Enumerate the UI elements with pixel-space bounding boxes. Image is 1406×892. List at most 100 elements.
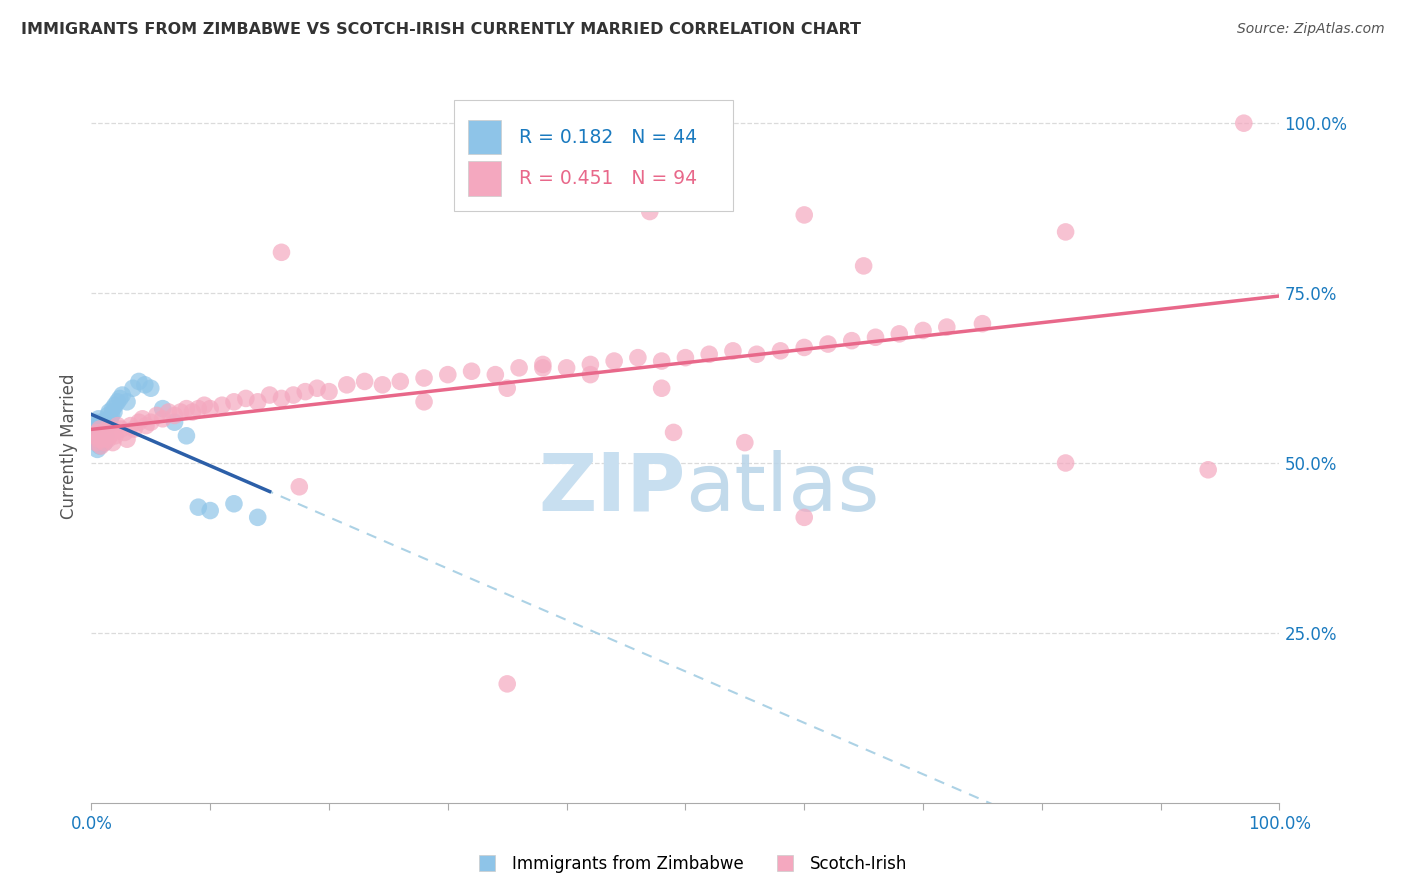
Point xyxy=(103,405,125,419)
Point xyxy=(87,432,110,446)
Text: R = 0.182   N = 44: R = 0.182 N = 44 xyxy=(519,128,697,146)
Point xyxy=(86,442,108,457)
Legend: Immigrants from Zimbabwe, Scotch-Irish: Immigrants from Zimbabwe, Scotch-Irish xyxy=(464,848,914,880)
Point xyxy=(101,401,124,416)
Point xyxy=(336,377,359,392)
FancyBboxPatch shape xyxy=(454,100,733,211)
Point xyxy=(318,384,340,399)
Point xyxy=(96,418,118,433)
Point xyxy=(115,394,138,409)
Point xyxy=(104,398,127,412)
Point xyxy=(436,368,458,382)
Point xyxy=(555,360,578,375)
Point xyxy=(721,343,744,358)
Point xyxy=(87,412,110,426)
Point xyxy=(211,398,233,412)
Point xyxy=(288,480,311,494)
Point xyxy=(651,381,673,395)
Point xyxy=(496,677,519,691)
Point xyxy=(200,401,222,416)
Point xyxy=(294,384,316,399)
Point xyxy=(157,405,180,419)
Point xyxy=(972,317,994,331)
Point xyxy=(100,412,122,426)
Point xyxy=(103,425,125,440)
Point xyxy=(865,330,887,344)
Point xyxy=(84,429,107,443)
Point xyxy=(935,320,957,334)
Point xyxy=(484,368,506,382)
Point xyxy=(87,432,110,446)
Point xyxy=(114,425,136,440)
Point xyxy=(152,412,174,426)
Point xyxy=(638,204,661,219)
Point xyxy=(84,435,107,450)
Point xyxy=(1233,116,1256,130)
Point xyxy=(89,439,111,453)
Point xyxy=(94,415,117,429)
Point xyxy=(1054,225,1077,239)
FancyBboxPatch shape xyxy=(468,161,502,195)
Point xyxy=(371,377,394,392)
Point xyxy=(152,401,174,416)
Point xyxy=(651,354,673,368)
Point xyxy=(662,425,685,440)
Point xyxy=(176,401,198,416)
Text: IMMIGRANTS FROM ZIMBABWE VS SCOTCH-IRISH CURRENTLY MARRIED CORRELATION CHART: IMMIGRANTS FROM ZIMBABWE VS SCOTCH-IRISH… xyxy=(21,22,860,37)
Point xyxy=(128,415,150,429)
Point xyxy=(89,425,111,440)
Point xyxy=(246,394,269,409)
Point xyxy=(389,375,412,389)
Point xyxy=(187,401,209,416)
Point xyxy=(163,415,186,429)
Point xyxy=(181,405,204,419)
Point xyxy=(270,392,292,406)
Point xyxy=(1197,463,1219,477)
Point xyxy=(91,429,114,443)
Point xyxy=(222,394,245,409)
Point xyxy=(889,326,911,341)
Text: atlas: atlas xyxy=(685,450,880,528)
Point xyxy=(91,432,114,446)
Point xyxy=(793,341,815,355)
Point xyxy=(111,388,134,402)
Point xyxy=(793,510,815,524)
Point xyxy=(122,381,145,395)
FancyBboxPatch shape xyxy=(468,120,502,154)
Point xyxy=(413,371,436,385)
Point xyxy=(115,432,138,446)
Point xyxy=(108,392,131,406)
Point xyxy=(122,422,145,436)
Point xyxy=(169,405,191,419)
Point xyxy=(89,422,111,436)
Point xyxy=(307,381,329,395)
Point xyxy=(83,429,105,443)
Point xyxy=(93,435,115,450)
Point xyxy=(579,358,602,372)
Point xyxy=(793,208,815,222)
Point xyxy=(90,439,112,453)
Point xyxy=(97,432,120,446)
Point xyxy=(769,343,792,358)
Text: ZIP: ZIP xyxy=(538,450,685,528)
Point xyxy=(100,409,122,423)
Point xyxy=(259,388,281,402)
Point xyxy=(107,394,129,409)
Point xyxy=(163,409,186,423)
Text: Source: ZipAtlas.com: Source: ZipAtlas.com xyxy=(1237,22,1385,37)
Point xyxy=(134,377,156,392)
Y-axis label: Currently Married: Currently Married xyxy=(60,373,79,519)
Point xyxy=(86,425,108,440)
Point xyxy=(120,418,142,433)
Point xyxy=(353,375,375,389)
Point xyxy=(84,415,107,429)
Point xyxy=(139,415,162,429)
Text: R = 0.451   N = 94: R = 0.451 N = 94 xyxy=(519,169,697,188)
Point xyxy=(1054,456,1077,470)
Point xyxy=(531,358,554,372)
Point xyxy=(745,347,768,361)
Point xyxy=(235,392,257,406)
Point xyxy=(627,351,650,365)
Point xyxy=(222,497,245,511)
Point xyxy=(841,334,863,348)
